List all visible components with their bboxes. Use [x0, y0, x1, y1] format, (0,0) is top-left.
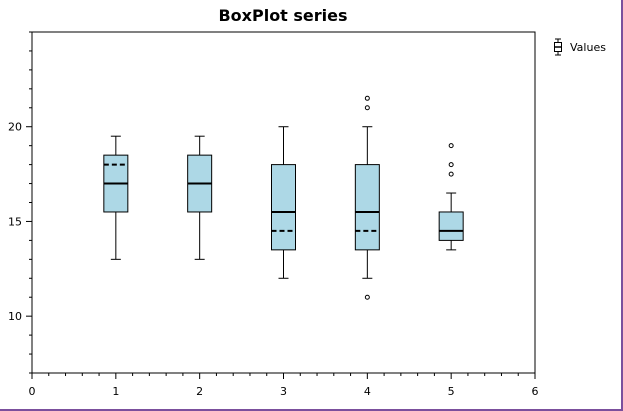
- legend-boxplot-icon: [554, 38, 562, 56]
- x-tick-label: 4: [364, 385, 371, 398]
- x-axis: 0 1 2 3 4 5 6: [29, 373, 539, 398]
- x-tick-label: 0: [29, 385, 36, 398]
- x-tick-label: 5: [448, 385, 455, 398]
- outlier-point: [364, 294, 370, 300]
- box-group: [103, 135, 129, 260]
- boxplot-series: [103, 95, 464, 300]
- box: [354, 164, 380, 251]
- box: [438, 211, 464, 241]
- legend: Values: [554, 38, 606, 56]
- outlier-point: [448, 171, 454, 177]
- x-tick-label: 3: [280, 385, 287, 398]
- x-tick-label: 1: [112, 385, 119, 398]
- outlier-point: [364, 105, 370, 111]
- box-group: [438, 143, 464, 251]
- legend-label-values: Values: [570, 41, 606, 54]
- box: [271, 164, 296, 251]
- outlier-point: [364, 95, 370, 101]
- y-axis: 10 15 20: [8, 121, 32, 323]
- box-group: [187, 135, 213, 260]
- outlier-point: [448, 143, 454, 149]
- y-tick-label: 20: [8, 121, 22, 134]
- outlier-point: [448, 162, 454, 168]
- x-tick-label: 6: [532, 385, 539, 398]
- y-tick-label: 10: [8, 310, 22, 323]
- chart-title: BoxPlot series: [218, 6, 347, 25]
- x-tick-label: 2: [196, 385, 203, 398]
- box-group: [354, 95, 380, 300]
- box-group: [271, 126, 296, 279]
- y-tick-label: 15: [8, 215, 22, 228]
- minor-ticks: [29, 31, 519, 376]
